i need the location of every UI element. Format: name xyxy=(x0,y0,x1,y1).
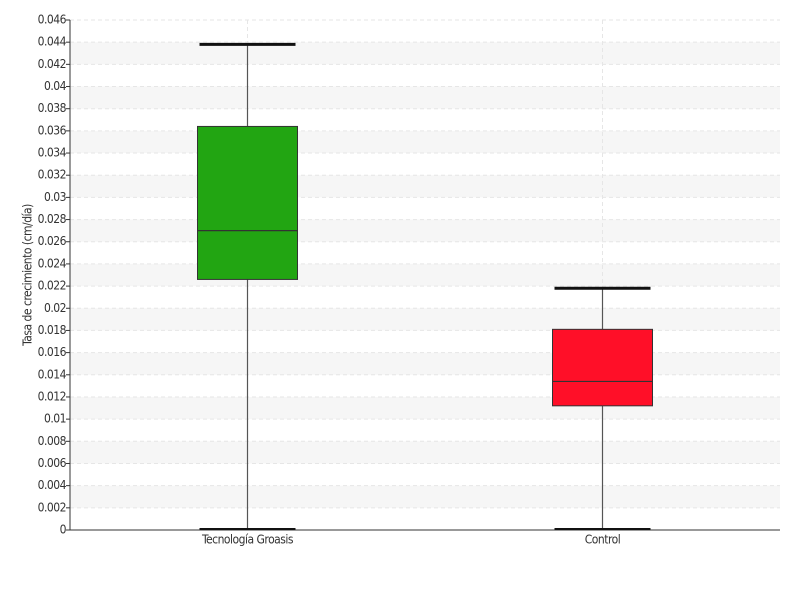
grid-band xyxy=(70,485,780,508)
grid-band xyxy=(70,175,780,198)
y-tick-label: 0.01 xyxy=(44,412,66,426)
x-tick-label: Control xyxy=(585,533,621,547)
y-tick-label: 0.028 xyxy=(38,212,67,226)
y-tick-label: 0.024 xyxy=(38,256,67,270)
y-tick-label: 0.004 xyxy=(38,478,67,492)
grid-band xyxy=(70,219,780,242)
y-tick-label: 0.03 xyxy=(44,190,66,204)
grid-band xyxy=(70,396,780,420)
grid-band xyxy=(70,42,780,65)
grid-band xyxy=(70,308,780,331)
y-tick-label: 0.036 xyxy=(38,123,67,137)
y-tick-label: 0.018 xyxy=(38,323,67,337)
y-tick-label: 0.046 xyxy=(38,13,67,27)
grid-band xyxy=(70,130,780,154)
grid-band xyxy=(70,86,780,109)
grid-band xyxy=(70,263,780,287)
y-tick-label: 0.006 xyxy=(38,456,67,470)
y-tick-label: 0.008 xyxy=(38,434,67,448)
y-axis-label: Tasa de crecimiento (cm/día) xyxy=(21,204,35,347)
box xyxy=(552,328,653,407)
x-tick-label: Tecnología Groasis xyxy=(201,533,294,547)
y-tick-label: 0.022 xyxy=(38,279,66,293)
y-tick-label: 0.042 xyxy=(38,57,66,71)
grid-band xyxy=(70,352,780,375)
y-tick-label: 0.034 xyxy=(38,146,67,160)
y-tick-label: 0.032 xyxy=(38,168,66,182)
y-tick-label: 0.014 xyxy=(38,367,67,381)
y-tick-label: 0 xyxy=(60,523,67,537)
y-tick-label: 0.002 xyxy=(38,500,66,514)
y-tick-label: 0.04 xyxy=(44,79,67,93)
y-tick-label: 0.038 xyxy=(38,101,67,115)
y-tick-label: 0.044 xyxy=(38,35,67,49)
y-tick-label: 0.016 xyxy=(38,345,67,359)
y-tick-label: 0.026 xyxy=(38,234,67,248)
y-tick-label: 0.012 xyxy=(38,389,66,403)
box xyxy=(197,125,298,280)
grid-band xyxy=(70,441,780,464)
y-tick-label: 0.02 xyxy=(44,301,66,315)
